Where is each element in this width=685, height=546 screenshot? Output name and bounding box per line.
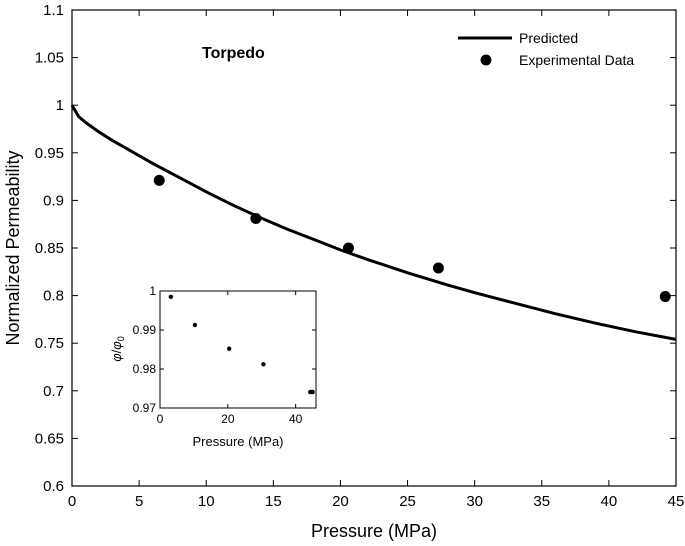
- y-tick-label: 0.85: [35, 240, 64, 257]
- inset-y-tick-label: 1: [149, 284, 156, 298]
- inset-x-tick-label: 20: [221, 412, 235, 426]
- y-tick-label: 0.7: [43, 383, 64, 400]
- legend-label-predicted: Predicted: [519, 30, 578, 46]
- main-plot: 0 5 10 15 20 25 30 35 40 45 0.60.650.70.750.80.85…: [3, 2, 684, 541]
- inset-point: [168, 294, 174, 300]
- inset-plot: 0 20 40 0.97 0.98 0.99 1 Pressure (MPa) φ/φ0: [109, 284, 317, 449]
- x-tick-label: 35: [533, 493, 550, 510]
- x-tick-label: 15: [265, 493, 282, 510]
- experimental-point: [342, 242, 354, 254]
- inset-point: [310, 389, 315, 395]
- x-tick-label: 0: [68, 493, 76, 510]
- inset-y-tick-label: 0.99: [133, 323, 157, 337]
- inset-point: [192, 322, 198, 328]
- legend-marker-swatch: [480, 54, 492, 66]
- x-tick-label: 5: [135, 493, 143, 510]
- inset-plot-frame: [159, 290, 317, 409]
- y-axis-label: Normalized Permeability: [3, 150, 23, 345]
- inset-y-axis-label: φ/φ0: [109, 336, 126, 362]
- experimental-point: [659, 291, 671, 303]
- inset-x-ticks: 0 20 40: [157, 291, 303, 426]
- inset-points: [168, 294, 315, 395]
- inset-point: [226, 346, 232, 351]
- main-x-ticks: 0 5 10 15 20 25 30 35 40 45: [68, 10, 685, 510]
- y-tick-label: 0.95: [35, 145, 64, 162]
- y-tick-label: 0.8: [43, 288, 64, 305]
- inset-y-tick-label: 0.97: [133, 401, 157, 415]
- predicted-curve: [70, 104, 677, 341]
- experimental-points: [153, 174, 671, 303]
- inset-x-tick-label: 0: [157, 412, 164, 426]
- x-tick-label: 45: [668, 493, 685, 510]
- y-tick-label: 0.9: [43, 192, 64, 209]
- y-tick-label: 0.6: [43, 478, 64, 495]
- experimental-point: [432, 262, 444, 274]
- x-tick-label: 10: [198, 493, 215, 510]
- legend-label-experimental: Experimental Data: [519, 52, 634, 68]
- x-axis-label: Pressure (MPa): [311, 521, 437, 541]
- inset-x-tick-label: 40: [289, 412, 303, 426]
- inset-point: [261, 362, 266, 367]
- experimental-point: [250, 212, 262, 224]
- x-tick-label: 30: [466, 493, 483, 510]
- legend: Predicted Experimental Data: [458, 30, 634, 68]
- x-tick-label: 25: [399, 493, 416, 510]
- y-tick-label: 1.05: [35, 50, 64, 67]
- main-y-ticks: 0.6 0.65 0.7 0.75 0.8 0.85 0.9 0.95 1 1.05 1.1: [35, 2, 676, 495]
- inset-y-ticks: 0.97 0.98 0.99 1: [133, 284, 316, 415]
- inset-y-tick-label: 0.98: [133, 362, 157, 376]
- y-tick-label: 0.65: [35, 430, 64, 447]
- inset-x-axis-label: Pressure (MPa): [192, 434, 283, 449]
- x-tick-label: 20: [332, 493, 349, 510]
- y-tick-label: 1.1: [43, 2, 64, 19]
- y-tick-label: 0.75: [35, 335, 64, 352]
- chart-title: Torpedo: [202, 45, 265, 62]
- experimental-point: [153, 174, 165, 186]
- x-tick-label: 40: [601, 493, 618, 510]
- y-tick-label: 1: [56, 97, 64, 114]
